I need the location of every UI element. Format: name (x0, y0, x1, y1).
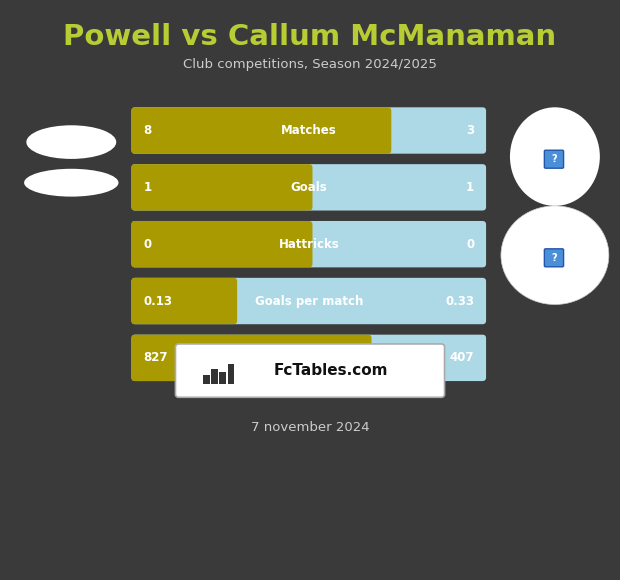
Bar (219, 372, 226, 384)
Bar (211, 369, 218, 384)
Text: 7 november 2024: 7 november 2024 (250, 421, 370, 434)
FancyBboxPatch shape (544, 249, 564, 267)
Text: 0: 0 (143, 238, 151, 251)
Text: 0: 0 (466, 238, 474, 251)
Ellipse shape (26, 125, 117, 159)
Text: 8: 8 (143, 124, 151, 137)
Text: Min per goal: Min per goal (267, 351, 350, 364)
Text: Hattricks: Hattricks (278, 238, 339, 251)
Text: 407: 407 (450, 351, 474, 364)
FancyBboxPatch shape (131, 278, 486, 324)
Text: ?: ? (551, 253, 557, 263)
Text: Matches: Matches (281, 124, 337, 137)
Text: Goals: Goals (290, 181, 327, 194)
FancyBboxPatch shape (131, 221, 486, 267)
FancyBboxPatch shape (131, 278, 237, 324)
FancyBboxPatch shape (131, 107, 391, 154)
Text: 0.13: 0.13 (143, 295, 172, 307)
FancyBboxPatch shape (131, 164, 486, 211)
Text: 1: 1 (143, 181, 151, 194)
FancyBboxPatch shape (175, 344, 445, 397)
FancyBboxPatch shape (131, 107, 486, 154)
Text: Goals per match: Goals per match (255, 295, 363, 307)
FancyBboxPatch shape (131, 335, 486, 381)
Text: FcTables.com: FcTables.com (274, 363, 388, 378)
FancyBboxPatch shape (131, 221, 312, 267)
Text: 827: 827 (143, 351, 168, 364)
Bar (203, 375, 210, 384)
FancyBboxPatch shape (131, 164, 312, 211)
Ellipse shape (24, 169, 118, 197)
Text: 0.33: 0.33 (445, 295, 474, 307)
Text: 3: 3 (466, 124, 474, 137)
Text: Club competitions, Season 2024/2025: Club competitions, Season 2024/2025 (183, 58, 437, 71)
FancyBboxPatch shape (544, 150, 564, 168)
Bar (228, 364, 234, 384)
Text: 1: 1 (466, 181, 474, 194)
Text: Powell vs Callum McManaman: Powell vs Callum McManaman (63, 23, 557, 51)
Ellipse shape (510, 107, 600, 206)
Ellipse shape (501, 206, 609, 304)
FancyBboxPatch shape (131, 335, 371, 381)
Text: ?: ? (551, 154, 557, 164)
